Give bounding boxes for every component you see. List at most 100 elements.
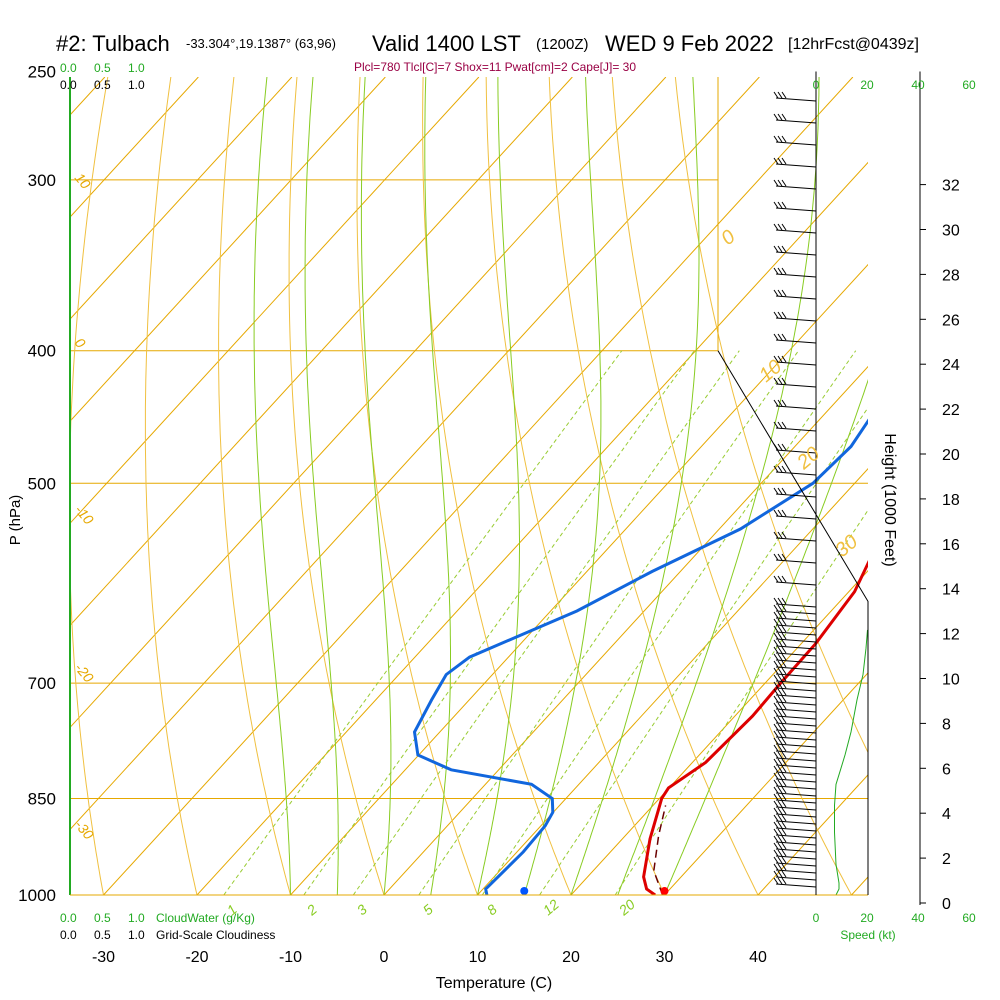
- plot-frame: [69, 71, 926, 905]
- wind-barb-flag: [781, 688, 787, 696]
- dry-adiabat-line: [288, 77, 385, 895]
- top-scale-black-1: 0.5: [94, 78, 111, 92]
- isotherm-line: [290, 263, 868, 895]
- wind-barb-flag: [773, 487, 779, 495]
- wind-barb-flag: [781, 709, 787, 717]
- wind-barb-flag: [773, 779, 779, 787]
- wind-barb: [775, 581, 817, 586]
- wind-barb-flag: [777, 730, 783, 738]
- y-axis-title: P (hPa): [7, 495, 24, 546]
- pressure-tick-label: 250: [28, 63, 56, 82]
- pressure-tick-label: 300: [28, 171, 56, 190]
- moist-adiabat-line: [570, 77, 700, 895]
- moist-adiabat-line: [477, 77, 520, 895]
- height-tick-label: 8: [942, 716, 951, 733]
- wind-barb-flag: [773, 835, 779, 843]
- surface-dew-dot: [520, 887, 529, 895]
- height-tick-label: 32: [942, 178, 960, 195]
- mixing-ratio-line: [352, 350, 740, 895]
- wind-barb-flag: [777, 849, 783, 857]
- wind-barb: [775, 792, 817, 797]
- bottom-scale-black-0: 0.0: [60, 928, 77, 942]
- moist-adiabat-line: [617, 77, 820, 895]
- wind-barb-flag: [773, 289, 779, 297]
- wind-barb: [775, 680, 817, 685]
- top-scale-green-1: 0.5: [94, 61, 111, 75]
- wind-barb-flag: [777, 758, 783, 766]
- wind-barb-flag: [773, 828, 779, 836]
- wind-barb-flag: [781, 443, 787, 451]
- dry-adiabat-line: [422, 77, 572, 895]
- wind-barb: [775, 617, 817, 622]
- wind-barb-flag: [773, 553, 779, 561]
- wind-barb-flag: [773, 800, 779, 808]
- wind-barb-flag: [773, 737, 779, 745]
- wind-barb-flag: [777, 245, 783, 253]
- dry-adiabat-line: [356, 77, 479, 895]
- wind-barb: [775, 141, 817, 146]
- wind-barb-flag: [781, 695, 787, 703]
- wind-barb-flag: [777, 575, 783, 583]
- wind-barb-flag: [777, 223, 783, 231]
- moist-adiabat-line: [360, 77, 392, 895]
- pressure-tick-label: 850: [28, 789, 56, 808]
- wind-barb-flag: [781, 604, 787, 612]
- wind-barb-flag: [777, 653, 783, 661]
- temperature-tick-label: 0: [380, 949, 389, 966]
- wind-barb: [775, 736, 817, 741]
- wind-barb-flag: [777, 625, 783, 633]
- mixing-ratio-line: [539, 406, 868, 895]
- wind-barb: [775, 694, 817, 699]
- wind-barb-flag: [781, 223, 787, 231]
- wind-barb-flag: [781, 800, 787, 808]
- wind-barb-flag: [781, 465, 787, 473]
- wind-barb-flag: [781, 653, 787, 661]
- speed-top-tick-1: 20: [860, 78, 874, 92]
- wind-barb-flag: [777, 856, 783, 864]
- wind-barb-flag: [781, 179, 787, 187]
- wind-barb-flag: [777, 632, 783, 640]
- sounding-profiles: [412, 418, 868, 895]
- wind-barb-flag: [773, 681, 779, 689]
- wind-barb-flag: [773, 632, 779, 640]
- wind-barb-flag: [773, 245, 779, 253]
- bottom-scale-green-2: 1.0: [128, 911, 145, 925]
- wind-barb-flag: [777, 604, 783, 612]
- wind-barb-flag: [781, 856, 787, 864]
- height-tick-label: 6: [942, 761, 951, 778]
- wind-barb-flag: [777, 828, 783, 836]
- wind-barb: [775, 764, 817, 769]
- wind-barb-flag: [777, 863, 783, 871]
- wind-barb-flag: [777, 814, 783, 822]
- wind-barb-flag: [777, 421, 783, 429]
- wind-barb: [775, 405, 817, 410]
- wind-barb-flag: [777, 509, 783, 517]
- wind-barb-flag: [773, 531, 779, 539]
- wind-barb-flag: [781, 681, 787, 689]
- wind-barb-flag: [773, 509, 779, 517]
- wind-barb: [775, 317, 817, 322]
- wind-barb: [775, 610, 817, 615]
- wind-barb: [775, 806, 817, 811]
- plot-border: [717, 350, 869, 895]
- speed-bottom-tick-1: 20: [860, 911, 874, 925]
- wind-barb-flag: [773, 758, 779, 766]
- wind-barb-flag: [773, 135, 779, 143]
- wind-barb: [775, 834, 817, 839]
- wind-barb-flag: [781, 157, 787, 165]
- wind-barb: [775, 273, 817, 278]
- wind-barb-flag: [777, 333, 783, 341]
- speed-bottom-tick-3: 60: [962, 911, 976, 925]
- wind-barb-flag: [777, 674, 783, 682]
- height-tick-label: 4: [942, 806, 951, 823]
- wind-barb-flag: [773, 333, 779, 341]
- height-tick-label: 24: [942, 357, 960, 374]
- height-tick-label: 0: [942, 896, 951, 913]
- wind-barb: [775, 666, 817, 671]
- wind-barb-flag: [781, 814, 787, 822]
- top-scale-black-2: 1.0: [128, 78, 145, 92]
- wind-barb-flag: [773, 730, 779, 738]
- wind-barb: [775, 537, 817, 542]
- wind-barb: [775, 652, 817, 657]
- wind-barb-flag: [773, 618, 779, 626]
